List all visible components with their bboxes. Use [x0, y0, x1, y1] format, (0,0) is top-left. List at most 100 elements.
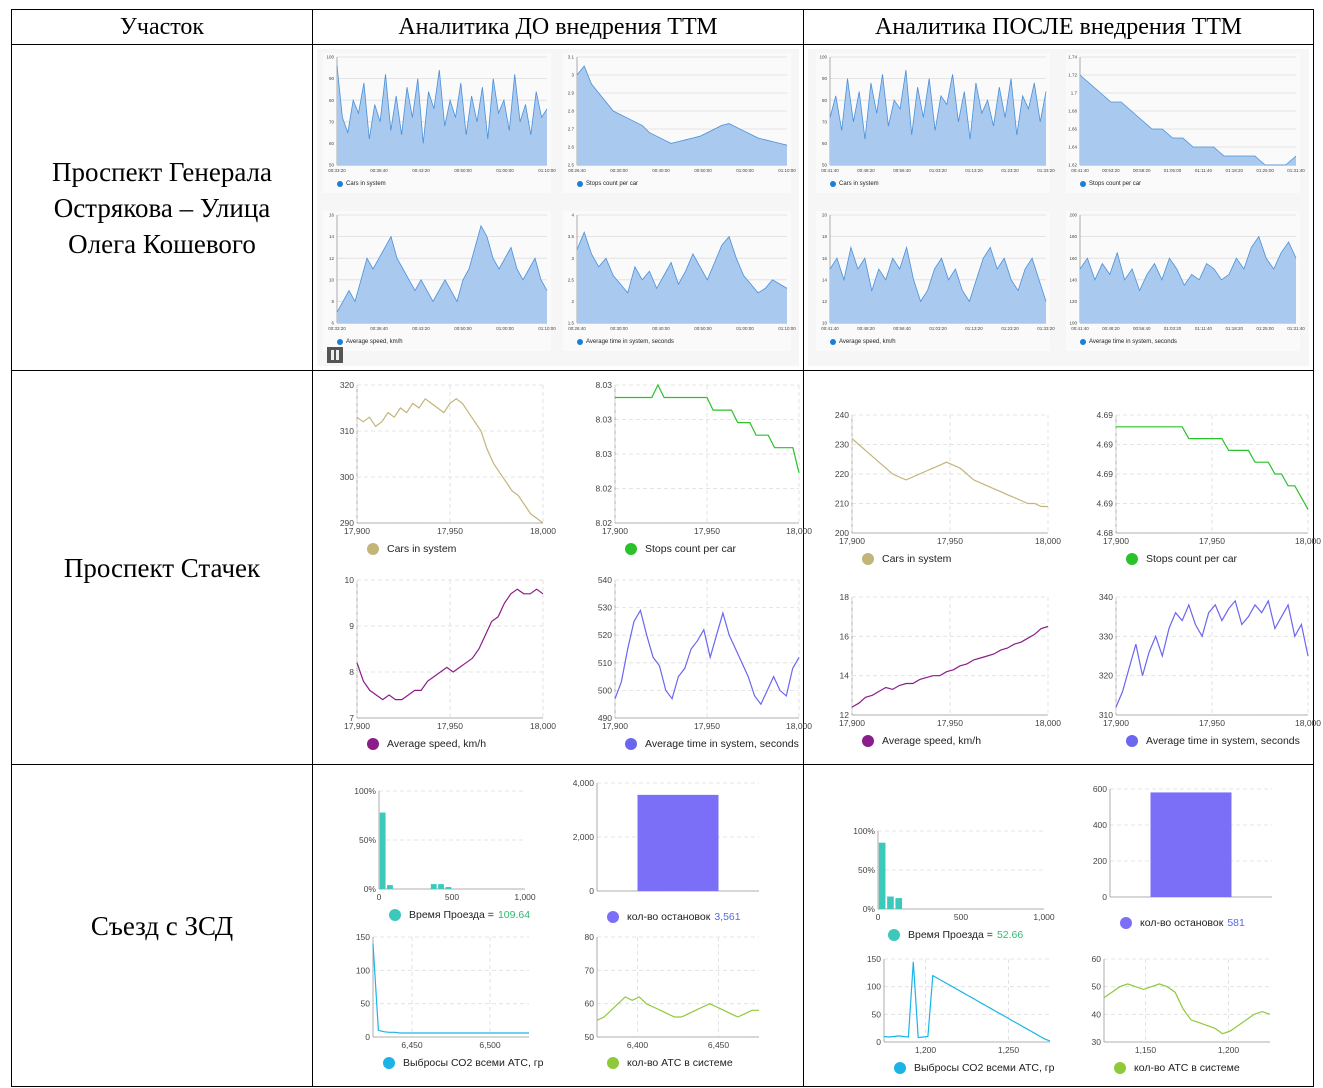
- series-line: [1115, 599, 1309, 708]
- chart-svg: 100% 50% 0%0 500 1,000: [853, 826, 1055, 922]
- legend-item: Average speed, km/h: [367, 738, 486, 750]
- x-tick-label: 1,200: [915, 1045, 937, 1055]
- y-tick-label: 4.69: [1096, 439, 1113, 449]
- legend-item: Stops count per car: [625, 543, 736, 555]
- y-tick-label: 90: [329, 76, 335, 81]
- legend-dot-icon: [830, 181, 836, 187]
- y-tick-label: 240: [835, 410, 849, 420]
- x-tick-label: 18,000: [1295, 536, 1321, 546]
- y-tick-label: 340: [1099, 592, 1113, 602]
- y-tick-label: 290: [340, 518, 354, 528]
- y-tick-label: 16: [840, 631, 850, 641]
- legend-dot-icon: [367, 738, 379, 750]
- y-tick-label: 310: [1099, 710, 1113, 720]
- chart-panel: 4.69 4.69 4.69 4.69 4.68 17,900 17,950 18,000 St…: [1086, 410, 1321, 571]
- x-tick-label: 6,450: [401, 1040, 423, 1050]
- y-tick-label: 200: [1093, 856, 1107, 866]
- x-tick-label: 18,000: [1295, 718, 1321, 728]
- x-tick-label: 00:56:40: [893, 168, 911, 173]
- x-tick-label: 01:10:00: [538, 168, 556, 173]
- legend-dot-icon: [1114, 1062, 1126, 1074]
- series-line: [356, 588, 544, 701]
- y-tick-label: 0: [589, 886, 594, 896]
- y-tick-label: 100%: [853, 826, 875, 836]
- row-label: Съезд с ЗСД: [11, 764, 313, 1087]
- y-tick-label: 10: [822, 321, 828, 326]
- y-tick-label: 12: [840, 710, 850, 720]
- y-tick-label: 8.02: [595, 483, 612, 493]
- y-tick-label: 14: [329, 234, 335, 239]
- y-tick-label: 8.03: [595, 414, 612, 424]
- x-tick-label: 01:18:20: [1226, 326, 1244, 331]
- pause-icon[interactable]: [327, 347, 343, 363]
- chart-cell-r2-before: 320 310 300 290 17,900 17,950 18,000 Cars in sy…: [312, 370, 812, 765]
- legend-dot-icon: [607, 1057, 619, 1069]
- x-tick-label: 01:10:00: [778, 326, 796, 331]
- value-bar: [637, 794, 719, 891]
- x-tick-label: 17,900: [839, 536, 865, 546]
- x-tick-label: 17,950: [437, 526, 463, 536]
- x-tick-label: 17,950: [937, 718, 963, 728]
- legend-dot-icon: [1080, 181, 1086, 187]
- legend-label: Stops count per car: [645, 543, 737, 555]
- legend-label: кол-во остановок: [627, 911, 711, 923]
- x-tick-label: 01:00:00: [736, 326, 754, 331]
- x-tick-label: 01:33:20: [1037, 168, 1055, 173]
- legend-dot-icon: [577, 181, 583, 187]
- y-tick-label: 60: [585, 999, 595, 1009]
- x-tick-label: 1,000: [514, 892, 536, 902]
- legend-dot-icon: [367, 543, 379, 555]
- series-line: [615, 383, 800, 473]
- legend-dot-icon: [625, 738, 637, 750]
- chart-svg: 80 70 60 50 6,400 6,450: [585, 932, 759, 1050]
- y-tick-label: 160: [1069, 256, 1077, 261]
- chart-svg: 3.1 3 2.9 2.8 2.7 2.6 2.500:26:40 00:30:00 00:40…: [568, 55, 797, 173]
- chart-panel: 60 50 40 30 1,150 1,200 кол-во АТС в системе: [1074, 954, 1274, 1080]
- x-tick-label: 00:48:20: [857, 326, 875, 331]
- x-tick-label: 01:18:20: [1226, 168, 1244, 173]
- y-tick-label: 320: [340, 380, 354, 390]
- x-tick-label: 00:40:00: [652, 168, 670, 173]
- legend-label: Stops count per car: [586, 181, 639, 187]
- legend-item: Average speed, km/h: [337, 339, 403, 345]
- x-tick-label: 01:00:00: [496, 326, 514, 331]
- x-tick-label: 18,000: [530, 721, 556, 731]
- chart-panel: 10 9 8 7 17,900 17,950 18,000 Average speed, km…: [327, 575, 556, 756]
- x-tick-label: 00:26:40: [568, 326, 586, 331]
- x-tick-label: 01:10:00: [778, 168, 796, 173]
- chart-panel: 20 18 16 14 12 10 00:41:40 00:48:20 00:56:40 01:0…: [816, 211, 1055, 351]
- x-tick-label: 01:33:20: [1037, 326, 1055, 331]
- x-tick-label: 17,900: [1103, 718, 1129, 728]
- x-tick-label: 00:43:20: [412, 168, 430, 173]
- x-tick-label: 00:43:20: [412, 326, 430, 331]
- y-tick-label: 1.62: [1068, 163, 1077, 168]
- chart-panel: 100 90 80 70 60 50 00:33:20 00:36:40 00:43:20 00:…: [323, 53, 556, 193]
- y-tick-label: 7: [349, 713, 354, 723]
- legend-value: 3,561: [714, 911, 741, 923]
- y-tick-label: 1.68: [1068, 109, 1077, 114]
- legend-item: кол-во АТС в системе: [1114, 1062, 1240, 1074]
- x-tick-label: 00:41:40: [1071, 326, 1089, 331]
- chart-panel: 150 100 50 0 6,450 6,500 Выбросы СО2 всеми АТС…: [343, 932, 543, 1075]
- series-line: [576, 231, 788, 294]
- x-tick-label: 00:36:40: [370, 168, 388, 173]
- chart-panel: 3.1 3 2.9 2.8 2.7 2.6 2.5 00:26:40 00:30:00 00:40…: [563, 53, 797, 193]
- y-tick-label: 6: [331, 321, 334, 326]
- legend-label: Average speed, km/h: [882, 735, 982, 747]
- row-label: Проспект Стачек: [11, 370, 313, 765]
- x-tick-label: 01:23:20: [1001, 326, 1019, 331]
- y-tick-label: 1.5: [568, 321, 575, 326]
- x-tick-label: 6,400: [627, 1040, 649, 1050]
- y-tick-label: 16: [329, 213, 335, 218]
- chart-panel: 340 330 320 310 17,900 17,950 18,000 Average ti…: [1086, 592, 1321, 753]
- y-tick-label: 2.8: [568, 109, 575, 114]
- y-tick-label: 0: [1102, 892, 1107, 902]
- x-tick-label: 6,450: [708, 1040, 730, 1050]
- x-tick-label: 01:25:00: [1256, 168, 1274, 173]
- legend-label: Average time in system, seconds: [645, 738, 799, 750]
- x-tick-label: 01:25:00: [1256, 326, 1274, 331]
- y-tick-label: 540: [598, 575, 612, 585]
- y-tick-label: 530: [598, 603, 612, 613]
- x-tick-label: 01:13:20: [965, 326, 983, 331]
